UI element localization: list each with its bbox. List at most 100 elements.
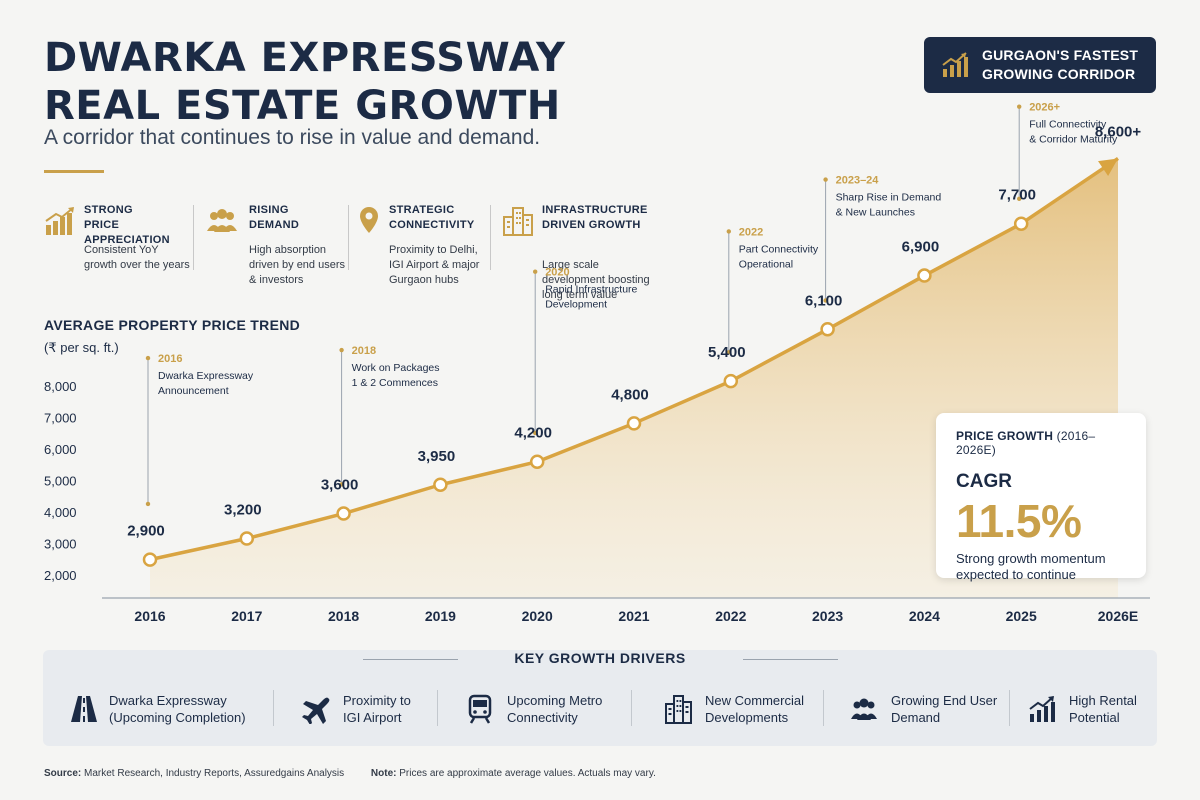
annotation-dot xyxy=(145,355,151,361)
annotation-text: Rapid Infrastructure xyxy=(545,284,637,296)
chart-title: AVERAGE PROPERTY PRICE TREND xyxy=(44,317,301,333)
footer-source-label: Source: xyxy=(44,768,82,779)
annotation-dot xyxy=(1017,104,1022,109)
annotation-year: 2018 xyxy=(352,345,376,357)
title-line-2: REAL ESTATE GROWTH xyxy=(44,83,561,129)
data-label: 8,600+ xyxy=(1095,123,1142,140)
footer-note-text: Prices are approximate average values. A… xyxy=(399,768,656,779)
growth-chart-icon xyxy=(942,52,968,77)
page-title: DWARKA EXPRESSWAY REAL ESTATE GROWTH xyxy=(44,34,566,130)
footer: Source: Market Research, Industry Report… xyxy=(44,768,656,779)
data-label: 3,600 xyxy=(321,477,359,494)
driver-divider xyxy=(631,690,632,726)
data-point xyxy=(1013,216,1029,231)
y-tick-label: 5,000 xyxy=(44,474,77,489)
annotation-text: Operational xyxy=(739,258,793,270)
driver-divider xyxy=(823,690,824,726)
driver-divider xyxy=(273,690,274,726)
data-point xyxy=(723,373,739,389)
driver-line-2: IGI Airport xyxy=(343,710,402,725)
driver-divider xyxy=(437,690,438,726)
road-icon xyxy=(71,696,97,722)
annotation-dot xyxy=(1017,196,1022,201)
corridor-badge: GURGAON'S FASTEST GROWING CORRIDOR xyxy=(924,37,1156,93)
buildings-icon xyxy=(503,207,533,236)
annotation-dot xyxy=(145,501,151,507)
annotation-dot xyxy=(823,298,828,303)
annotation-year: 2022 xyxy=(739,226,763,238)
x-tick-label: 2016 xyxy=(134,608,165,624)
x-tick-label: 2019 xyxy=(425,608,456,624)
feature-desc-3: Gurgaon hubs xyxy=(389,274,459,286)
airplane-icon xyxy=(302,697,330,724)
footer-source-text: Market Research, Industry Reports, Assur… xyxy=(84,768,345,779)
feature-divider xyxy=(490,205,491,270)
x-tick-label: 2018 xyxy=(328,608,359,624)
y-tick-label: 6,000 xyxy=(44,442,77,457)
driver-line-2: Developments xyxy=(705,710,789,725)
drivers-title: KEY GROWTH DRIVERS xyxy=(514,650,686,666)
driver-line-1: Upcoming Metro xyxy=(507,693,603,708)
footer-note-label: Note: xyxy=(370,768,397,779)
feature-title-2: DRIVEN GROWTH xyxy=(542,219,641,231)
badge-line-1: GURGAON'S FASTEST xyxy=(982,47,1139,63)
data-label: 7,700 xyxy=(998,187,1036,204)
annotation-dot xyxy=(533,269,538,274)
drivers-rule-left xyxy=(363,659,458,660)
driver-line-2: (Upcoming Completion) xyxy=(109,710,246,725)
driver-line-1: New Commercial xyxy=(705,693,804,708)
bar-growth-icon xyxy=(45,207,74,235)
annotation-text: & Corridor Maturity xyxy=(1029,134,1118,146)
feature-desc-1: High absorption xyxy=(249,244,327,256)
feature-title-1: STRONG PRICE xyxy=(84,204,133,231)
annotation-text: & New Launches xyxy=(836,207,915,219)
price-area xyxy=(150,158,1118,598)
feature-desc-3: & investors xyxy=(249,274,304,286)
data-label: 4,200 xyxy=(514,425,552,442)
title-line-1: DWARKA EXPRESSWAY xyxy=(44,35,566,81)
data-point xyxy=(917,268,932,283)
y-tick-label: 7,000 xyxy=(44,411,77,426)
people-icon xyxy=(207,209,237,232)
feature-desc-1: Consistent YoY xyxy=(84,244,159,256)
data-point xyxy=(239,531,255,546)
x-tick-label: 2017 xyxy=(231,608,262,624)
data-point xyxy=(820,322,835,337)
driver-line-1: Proximity to xyxy=(343,693,411,708)
data-point xyxy=(142,552,158,567)
feature-desc-3: long term value xyxy=(542,289,618,301)
rising-chart-icon xyxy=(1029,696,1055,722)
annotation-dot xyxy=(823,177,828,182)
chart-unit-label: (₹ per sq. ft.) xyxy=(44,340,119,355)
cagr-value: 11.5% xyxy=(956,495,1082,547)
annotation-text: Announcement xyxy=(158,385,229,397)
badge-line-2: GROWING CORRIDOR xyxy=(982,66,1136,82)
feature-title-1: STRATEGIC xyxy=(389,204,455,216)
data-label: 2,900 xyxy=(127,523,165,540)
annotation-text: Full Connectivity xyxy=(1029,119,1107,131)
x-tick-label: 2024 xyxy=(909,608,940,624)
y-tick-label: 3,000 xyxy=(44,537,77,552)
data-point xyxy=(626,416,642,431)
annotation-text: Dwarka Expressway xyxy=(158,370,254,382)
annotation-dot xyxy=(726,229,731,234)
feature-title-2: DEMAND xyxy=(249,219,300,231)
y-tick-label: 2,000 xyxy=(44,568,77,583)
trend-arrowhead xyxy=(1098,158,1118,176)
feature-desc-1: Proximity to Delhi, xyxy=(389,244,478,256)
feature-desc-2: IGI Airport & major xyxy=(389,259,480,271)
annotation-text: Part Connectivity xyxy=(739,243,819,255)
cagr-card: PRICE GROWTH (2016–2026E) CAGR 11.5% Str… xyxy=(936,413,1146,582)
annotation-year: 2016 xyxy=(158,353,182,365)
feature-title-1: RISING xyxy=(249,204,289,216)
annotation-dot xyxy=(339,347,344,353)
feature-title-2: APPRECIATION xyxy=(84,234,170,246)
office-building-icon xyxy=(665,695,692,724)
driver-line-1: Growing End User xyxy=(891,693,998,708)
x-tick-label: 2023 xyxy=(812,608,843,624)
annotation-year: 2023–24 xyxy=(836,175,880,187)
key-growth-drivers: KEY GROWTH DRIVERS Dwarka Expressway (Up… xyxy=(43,650,1157,746)
x-tick-label: 2021 xyxy=(618,608,649,624)
page-subtitle: A corridor that continues to rise in val… xyxy=(44,126,541,149)
